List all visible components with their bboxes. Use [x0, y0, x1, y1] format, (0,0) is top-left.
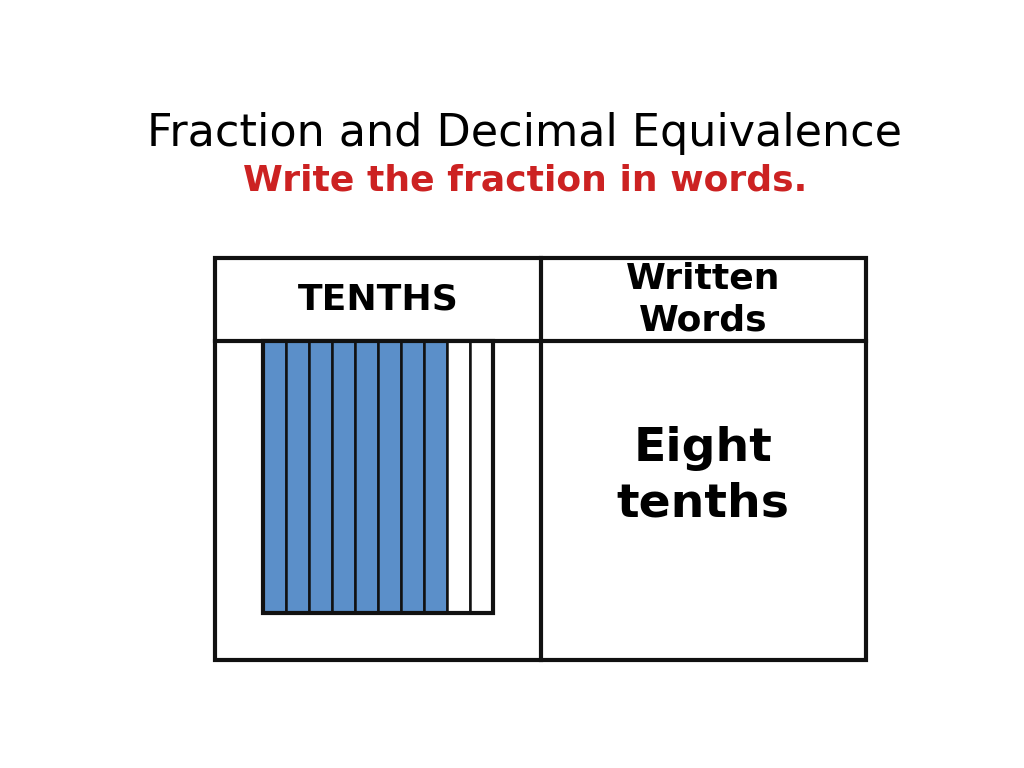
Bar	[332, 340, 355, 613]
Bar	[263, 340, 286, 613]
Text: TENTHS: TENTHS	[298, 282, 459, 316]
Bar	[309, 340, 332, 613]
Bar	[355, 340, 378, 613]
Bar	[447, 340, 470, 613]
Text: Eight
tenths: Eight tenths	[616, 426, 790, 527]
Text: Write the fraction in words.: Write the fraction in words.	[243, 164, 807, 198]
Bar	[378, 340, 401, 613]
Text: Fraction and Decimal Equivalence: Fraction and Decimal Equivalence	[147, 112, 902, 155]
Bar	[286, 340, 309, 613]
Text: Written
Words: Written Words	[626, 261, 780, 337]
Bar	[263, 340, 494, 613]
Bar	[424, 340, 447, 613]
Bar	[215, 258, 866, 660]
Bar	[401, 340, 424, 613]
Bar	[470, 340, 494, 613]
